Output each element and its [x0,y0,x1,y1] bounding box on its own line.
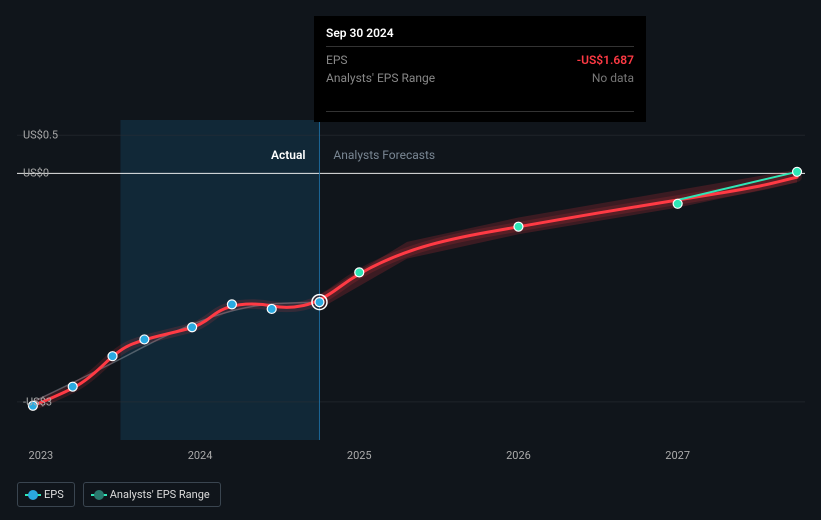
x-axis-label: 2025 [347,449,372,462]
chart-legend: EPS Analysts' EPS Range [17,482,221,507]
legend-marker-icon [28,490,38,500]
tooltip-row-label: EPS [326,53,348,67]
y-axis-label: US$0 [23,167,49,180]
chart-tooltip: Sep 30 2024 EPS -US$1.687 Analysts' EPS Ra… [314,16,646,122]
tooltip-row-value: No data [592,71,634,85]
tooltip-separator [326,111,634,112]
y-axis-label: -US$3 [23,395,52,408]
tooltip-row: Analysts' EPS Range No data [326,69,634,87]
legend-item[interactable]: EPS [17,482,75,507]
x-axis-label: 2024 [188,449,213,462]
eps-chart[interactable]: US$0.5US$0-US$3 20232024202520262027 Act… [17,120,805,440]
x-axis-label: 2027 [665,449,690,462]
x-axis-label: 2026 [506,449,531,462]
legend-item[interactable]: Analysts' EPS Range [83,482,221,507]
chart-svg [17,120,805,440]
tooltip-date: Sep 30 2024 [326,26,634,47]
tooltip-row: EPS -US$1.687 [326,51,634,69]
actual-region-label: Actual [271,148,306,162]
legend-marker-icon [94,490,104,500]
y-axis-label: US$0.5 [23,129,58,142]
forecast-region-label: Analysts Forecasts [333,148,435,162]
x-axis-label: 2023 [29,449,54,462]
legend-label: Analysts' EPS Range [110,488,210,501]
tooltip-row-value: -US$1.687 [577,53,634,67]
tooltip-row-label: Analysts' EPS Range [326,71,435,85]
legend-label: EPS [44,488,64,501]
